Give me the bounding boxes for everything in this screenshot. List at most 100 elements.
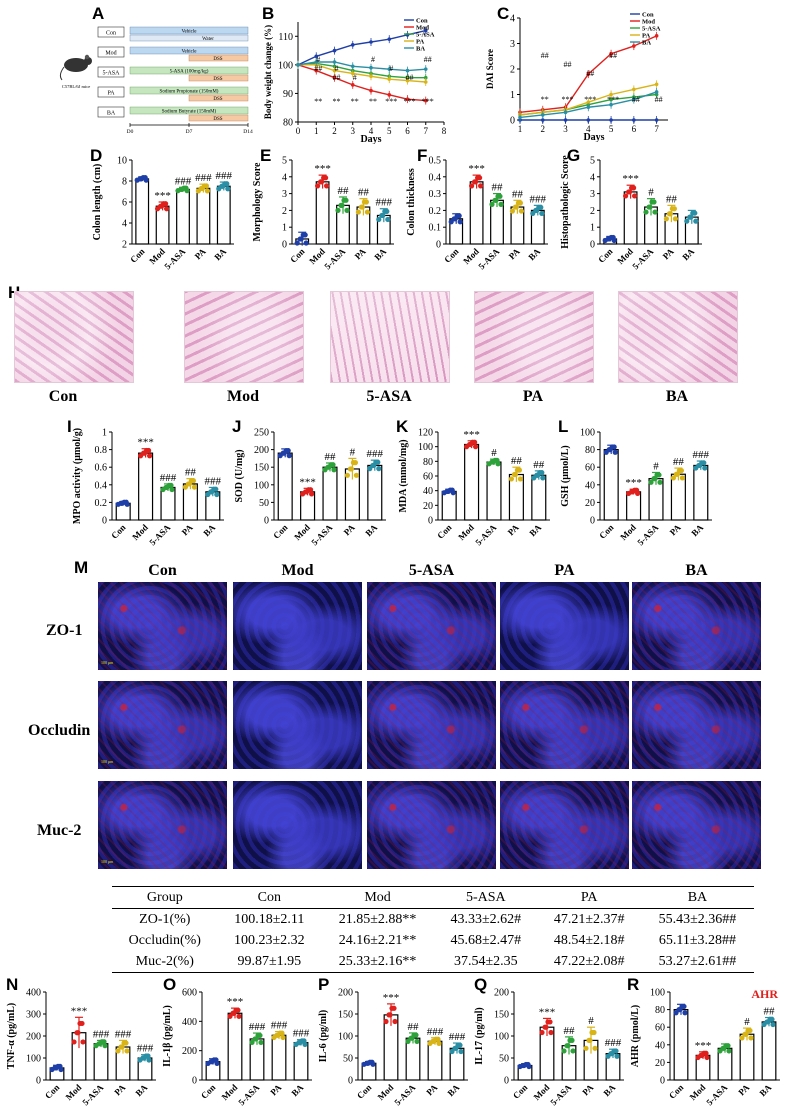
series-marker	[632, 44, 636, 48]
significance-label: ***	[463, 429, 480, 441]
y-tick-label: 120	[418, 428, 433, 439]
data-point	[648, 479, 654, 485]
data-point	[71, 1039, 77, 1045]
table-cell: Muc-2(%)	[112, 951, 218, 973]
data-point	[209, 1059, 215, 1065]
data-point	[214, 491, 220, 498]
y-tick-label: 0.4	[429, 172, 442, 183]
data-point	[534, 207, 540, 213]
chart-title: AHR	[751, 987, 778, 1001]
x-tick-label: 5-ASA	[704, 1082, 729, 1107]
y-tick-label: 8	[122, 177, 127, 188]
x-tick-label: BA	[289, 1082, 305, 1098]
bar	[486, 461, 502, 521]
significance-label: ##	[408, 1021, 420, 1033]
x-tick-label: BA	[601, 1082, 617, 1098]
y-tick-label: 0	[436, 240, 441, 251]
data-point	[701, 460, 707, 466]
x-tick-label: 5-ASA	[322, 246, 347, 271]
y-tick-label: 0.1	[429, 223, 442, 234]
data-point	[677, 1007, 683, 1013]
significance-label: ***	[695, 1040, 712, 1052]
chart-sod: 0 50 100 150 200 250 SOD (U/mg) Con Mod *** 5-ASA #…	[234, 428, 386, 547]
data-point	[657, 479, 663, 485]
x-tick-label: Con	[199, 1082, 217, 1100]
significance-label: ***	[562, 95, 574, 104]
data-point	[213, 1057, 219, 1063]
data-point	[435, 1036, 441, 1042]
data-point	[508, 476, 514, 482]
data-point	[489, 201, 495, 207]
series-marker	[632, 87, 636, 92]
x-tick-label: PA	[668, 522, 683, 537]
data-point	[203, 183, 209, 189]
if-col-mod: Mod	[281, 562, 314, 579]
legend-label: PA	[642, 33, 650, 40]
y-tick-label: 1	[102, 428, 107, 439]
series-marker	[586, 118, 591, 122]
data-point	[191, 484, 197, 490]
series-marker	[387, 37, 392, 41]
legend-label: 5-ASA	[416, 32, 435, 39]
chart-mda: 0 20 40 60 80 100 120 MDA (mmol/mg) Con Mod *** 5-A…	[398, 428, 550, 547]
data-point	[141, 1055, 147, 1061]
series-marker	[540, 118, 545, 122]
bar	[315, 181, 330, 245]
x-tick-label: 5-ASA	[548, 1082, 573, 1107]
series-marker	[350, 83, 355, 87]
x-tick-label: 5-ASA	[80, 1082, 105, 1107]
x-tick-label: 5	[609, 124, 614, 134]
bar	[176, 188, 190, 245]
significance-label: ###	[195, 172, 212, 184]
timepoint-d7: D7	[186, 129, 193, 135]
y-tick-label: 2	[510, 65, 515, 76]
table-row: Muc-2(%) 99.87±1.95 25.33±2.16** 37.54±2…	[112, 951, 754, 973]
x-tick-label: Con	[442, 246, 460, 264]
data-point	[606, 236, 612, 242]
significance-label: **	[369, 97, 377, 106]
y-tick-label: 60	[423, 472, 433, 483]
series-line	[297, 62, 426, 79]
data-point	[679, 475, 685, 481]
x-tick-label: 5-ASA	[309, 522, 334, 547]
data-point	[472, 439, 478, 445]
y-tick-label: 20	[585, 498, 595, 509]
data-point	[457, 219, 463, 225]
significance-label: ***	[385, 97, 397, 106]
y-tick-label: 100	[580, 428, 595, 439]
data-point	[164, 484, 170, 491]
x-tick-label: 2	[332, 126, 337, 136]
significance-label: ###	[160, 472, 177, 484]
bar-label-asa-1: 5-ASA (100mg/kg)	[170, 70, 209, 75]
data-point	[612, 449, 618, 455]
significance-label: ###	[271, 1020, 288, 1032]
significance-label: ##	[655, 95, 663, 104]
data-point	[643, 209, 649, 215]
bar	[405, 1037, 421, 1081]
if-image-muc2-pa	[500, 781, 629, 869]
data-point	[280, 1034, 286, 1041]
data-point	[674, 471, 680, 477]
table-cell: 47.21±2.37#	[553, 911, 625, 927]
data-point	[456, 213, 462, 219]
table-cell: 65.11±3.28##	[658, 932, 737, 948]
y-tick-label: 150	[254, 463, 269, 474]
y-tick-label: 200	[26, 1032, 41, 1043]
data-point	[145, 1053, 151, 1059]
data-point	[663, 216, 669, 222]
panel-letter-p: P	[318, 975, 330, 994]
x-tick-label: Con	[128, 246, 146, 264]
data-point	[391, 1005, 397, 1011]
legend-label: BA	[642, 40, 651, 47]
data-point	[220, 183, 226, 189]
y-tick-label: 1	[282, 223, 287, 234]
y-tick-label: 80	[585, 445, 595, 456]
table-cell: 48.54±2.18#	[553, 932, 625, 948]
bar	[138, 452, 154, 521]
data-point	[146, 1057, 152, 1063]
histology-label-5asa: 5-ASA	[366, 388, 412, 405]
data-point	[253, 1036, 259, 1042]
series-marker	[387, 93, 392, 97]
significance-label: ###	[693, 449, 710, 461]
significance-label: ###	[449, 1031, 466, 1043]
